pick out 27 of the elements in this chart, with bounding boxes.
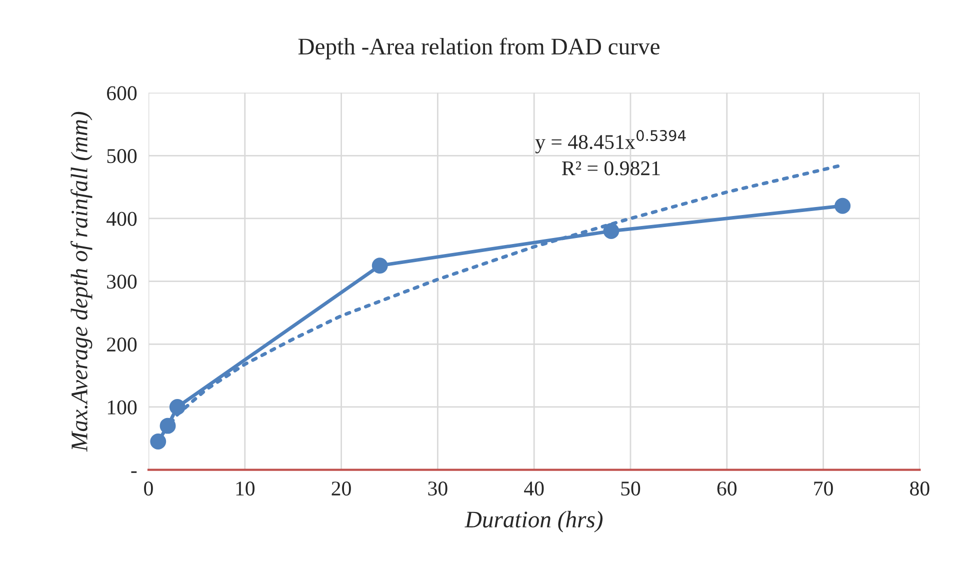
annotation: y = 48.451x$^{0.5394}$ bbox=[535, 130, 686, 154]
x-tick-label: 50 bbox=[621, 482, 640, 496]
y-tick-label: 300 bbox=[107, 274, 137, 289]
y-tick-label: 600 bbox=[107, 86, 137, 100]
x-tick-label: 30 bbox=[428, 482, 448, 496]
x-tick-label: 20 bbox=[332, 482, 351, 496]
x-tick-label: 10 bbox=[236, 482, 255, 496]
point bbox=[603, 223, 620, 240]
point bbox=[160, 418, 176, 434]
y-tick-label: 200 bbox=[107, 338, 137, 352]
point bbox=[150, 434, 166, 450]
y-tick-label: 400 bbox=[106, 212, 137, 226]
x-tick-label: 80 bbox=[910, 482, 930, 496]
chart-title: Depth -Area relation from DAD curve bbox=[298, 38, 660, 60]
x-tick-label: 70 bbox=[814, 482, 833, 496]
y-axis-title: Max.Average depth of rainfall (mm) bbox=[70, 112, 92, 452]
point bbox=[372, 258, 388, 274]
x-tick-label: 40 bbox=[524, 482, 544, 496]
y-tick-label: 100 bbox=[108, 400, 137, 414]
x-axis-title: Duration (hrs) bbox=[464, 510, 603, 532]
x-tick-label: 0 bbox=[144, 482, 153, 496]
point bbox=[834, 198, 851, 214]
x-tick-label: 60 bbox=[717, 482, 737, 496]
annotation: R² = 0.9821 bbox=[562, 161, 660, 176]
y-tick-label: - bbox=[131, 471, 137, 473]
y-tick-label: 500 bbox=[107, 149, 137, 164]
point bbox=[169, 398, 186, 415]
